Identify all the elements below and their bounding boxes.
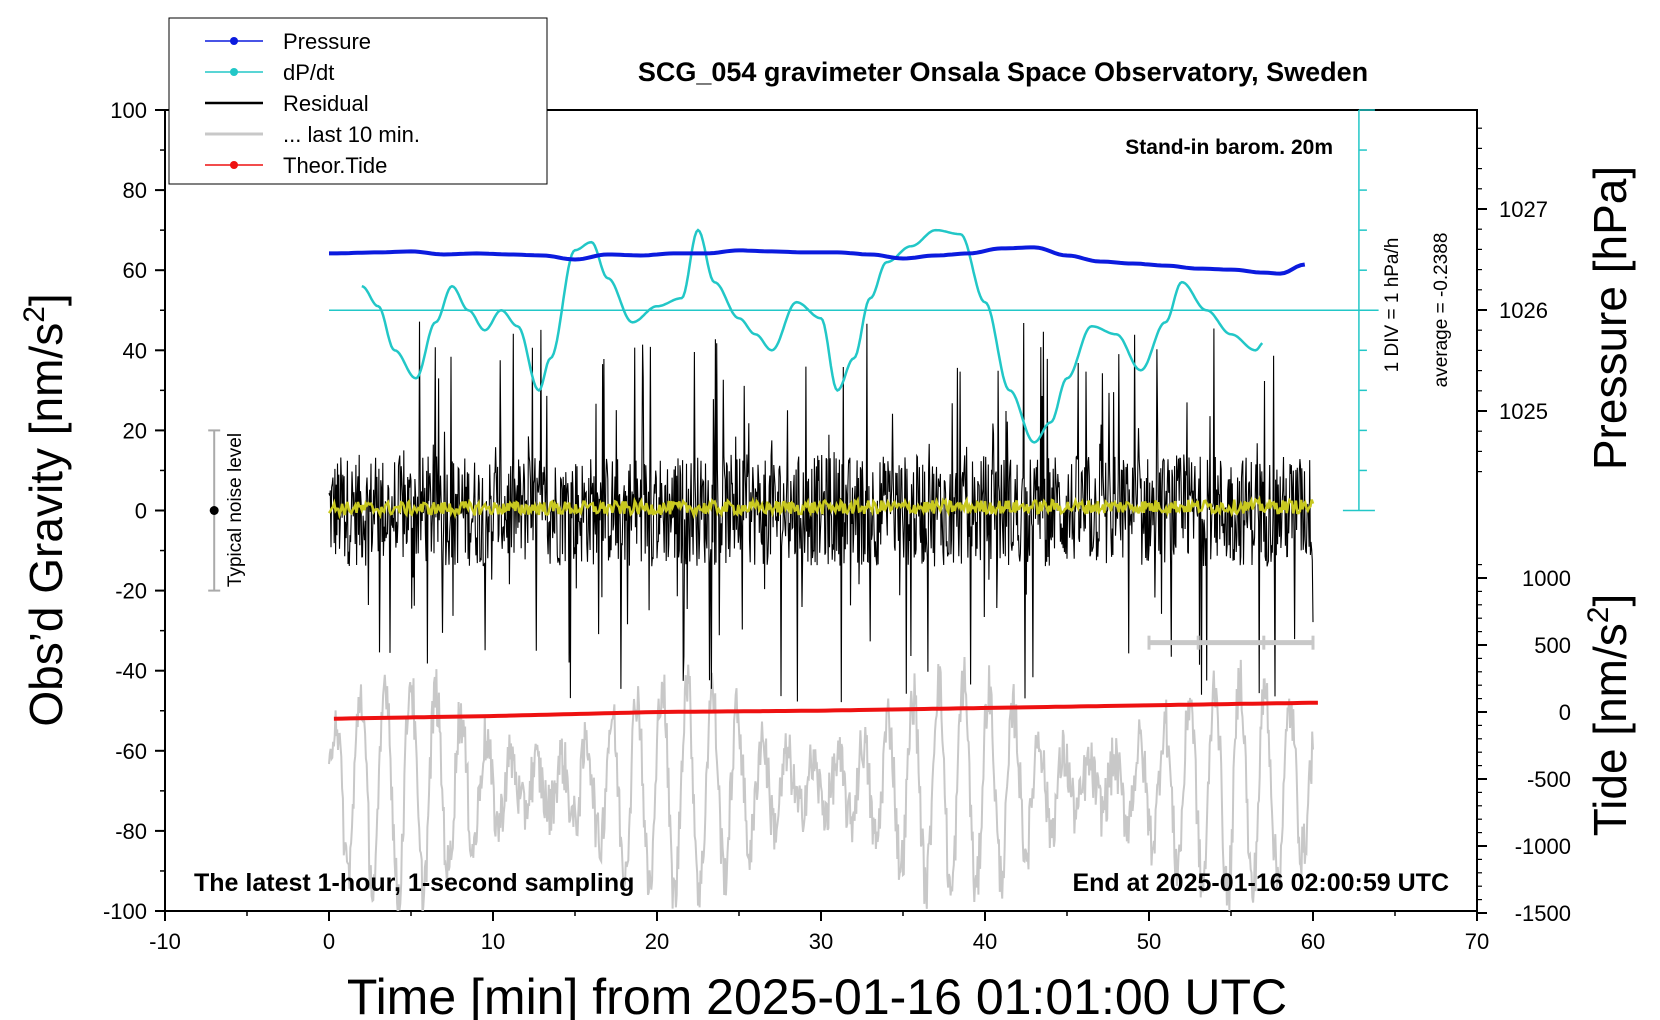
- legend: Pressure dP/dt Residual ... last 10 min. The…: [168, 17, 548, 185]
- legend-swatch-dot: [230, 37, 238, 45]
- x-tick-label: 30: [809, 929, 833, 954]
- x-tick-label: 20: [645, 929, 669, 954]
- tide-tick-label: 1000: [1522, 566, 1571, 591]
- y-tick-label: -20: [115, 579, 147, 604]
- tide-tick-label: -500: [1527, 767, 1571, 792]
- y-tick-label: 20: [123, 418, 147, 443]
- legend-entry-label: Residual: [283, 91, 369, 116]
- legend-swatch-dot: [230, 68, 238, 76]
- average-note: average = -0.2388: [1431, 233, 1452, 388]
- legend-box: [168, 17, 548, 185]
- chart-title: SCG_054 gravimeter Onsala Space Observat…: [638, 57, 1368, 87]
- tide-tick-label: -1000: [1515, 834, 1571, 859]
- y-tick-label: 100: [110, 98, 147, 123]
- x-tick-label: 40: [973, 929, 997, 954]
- series-residual-smoothed-line: [327, 495, 1315, 520]
- x-tick-label: 0: [323, 929, 335, 954]
- y-axis-label-pressure: Pressure [hPa]: [1584, 166, 1636, 470]
- x-tick-label: 50: [1137, 929, 1161, 954]
- y-axis-label-tide: Tide [nm/s2]: [1582, 594, 1636, 837]
- x-tick-label: 60: [1301, 929, 1325, 954]
- last-10-min-bar: [1147, 635, 1315, 650]
- legend-entry-label: ... last 10 min.: [283, 122, 420, 147]
- y-axis-tide: 1000 500 0 -500 -1000 -1500: [1477, 563, 1571, 926]
- pressure-tick-label: 1026: [1499, 298, 1548, 323]
- pressure-tick-label: 1025: [1499, 399, 1548, 424]
- tide-tick-label: 0: [1559, 700, 1571, 725]
- legend-entry-label: Theor.Tide: [283, 153, 387, 178]
- y-tick-label: -80: [115, 819, 147, 844]
- y-axis-pressure: 1027 1026 1025: [1477, 127, 1548, 473]
- sampling-note: The latest 1-hour, 1-second sampling: [194, 869, 634, 897]
- noise-center-dot: [209, 506, 219, 515]
- legend-entry-label: Pressure: [283, 29, 371, 54]
- y-axis-gravity: 100 80 60 40 20 0 -20 -40 -60 -80 -100: [103, 98, 165, 924]
- y-tick-label: 60: [123, 258, 147, 283]
- noise-level-label: Typical noise level: [225, 433, 246, 587]
- series-theor-tide-line: [333, 700, 1318, 721]
- y-axis-label-gravity: Obs’d Gravity [nm/s2]: [18, 293, 72, 726]
- x-axis-label: Time [min] from 2025-01-16 01:01:00 UTC: [347, 969, 1287, 1020]
- series-residual-line: [328, 321, 1314, 703]
- x-tick-label: 10: [481, 929, 505, 954]
- y-tick-label: 40: [123, 338, 147, 363]
- y-tick-label: -60: [115, 739, 147, 764]
- legend-swatch-dot: [230, 161, 238, 169]
- series-pressure-line: [329, 245, 1306, 276]
- dpdt-scale-ruler: [1342, 109, 1375, 512]
- y-tick-label: 80: [123, 178, 147, 203]
- pressure-tick-label: 1027: [1499, 197, 1548, 222]
- x-tick-label: 70: [1465, 929, 1489, 954]
- barometer-note: Stand-in barom. 20m: [1125, 136, 1333, 159]
- x-axis: -10 0 10 20 30 40 50 60 70: [149, 911, 1489, 954]
- noise-level-bar: [208, 429, 221, 592]
- y-tick-label: -100: [103, 899, 147, 924]
- legend-entry-label: dP/dt: [283, 60, 334, 85]
- tide-tick-label: 500: [1534, 633, 1571, 658]
- scale-note: 1 DIV = 1 hPa/h: [1382, 238, 1403, 373]
- series-dpdt-line: [361, 228, 1264, 444]
- tide-tick-label: -1500: [1515, 901, 1571, 926]
- y-tick-label: 0: [135, 499, 147, 524]
- x-tick-label: -10: [149, 929, 181, 954]
- y-tick-label: -40: [115, 659, 147, 684]
- series-last-10-min-line: [328, 656, 1314, 911]
- end-time-note: End at 2025-01-16 02:00:59 UTC: [1072, 869, 1449, 897]
